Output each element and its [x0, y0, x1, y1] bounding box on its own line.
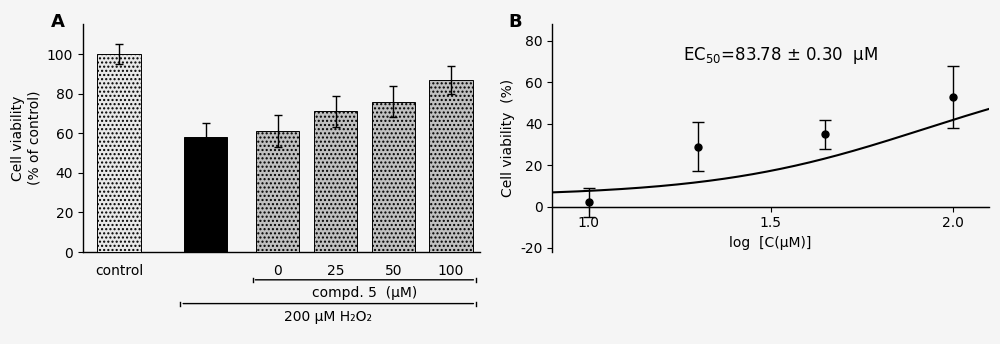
- Bar: [184, 137, 227, 252]
- Text: EC$_{50}$=83.78 ± 0.30  μM: EC$_{50}$=83.78 ± 0.30 μM: [683, 45, 879, 66]
- Y-axis label: Cell viability
(% of control): Cell viability (% of control): [11, 91, 41, 185]
- Text: A: A: [51, 13, 65, 31]
- Y-axis label: Cell viability  (%): Cell viability (%): [501, 79, 515, 197]
- Text: 50: 50: [384, 264, 402, 278]
- Text: 25: 25: [327, 264, 344, 278]
- Bar: [314, 111, 357, 252]
- Text: 100: 100: [438, 264, 464, 278]
- Bar: [256, 131, 299, 252]
- Bar: [97, 54, 141, 252]
- Text: 200 μM H₂O₂: 200 μM H₂O₂: [284, 310, 372, 323]
- Text: control: control: [95, 264, 143, 278]
- Bar: [429, 80, 473, 252]
- Bar: [372, 101, 415, 252]
- Text: B: B: [509, 13, 522, 31]
- Text: compd. 5  (μM): compd. 5 (μM): [312, 286, 417, 300]
- Text: 0: 0: [273, 264, 282, 278]
- X-axis label: log  [C(μM)]: log [C(μM)]: [729, 236, 812, 250]
